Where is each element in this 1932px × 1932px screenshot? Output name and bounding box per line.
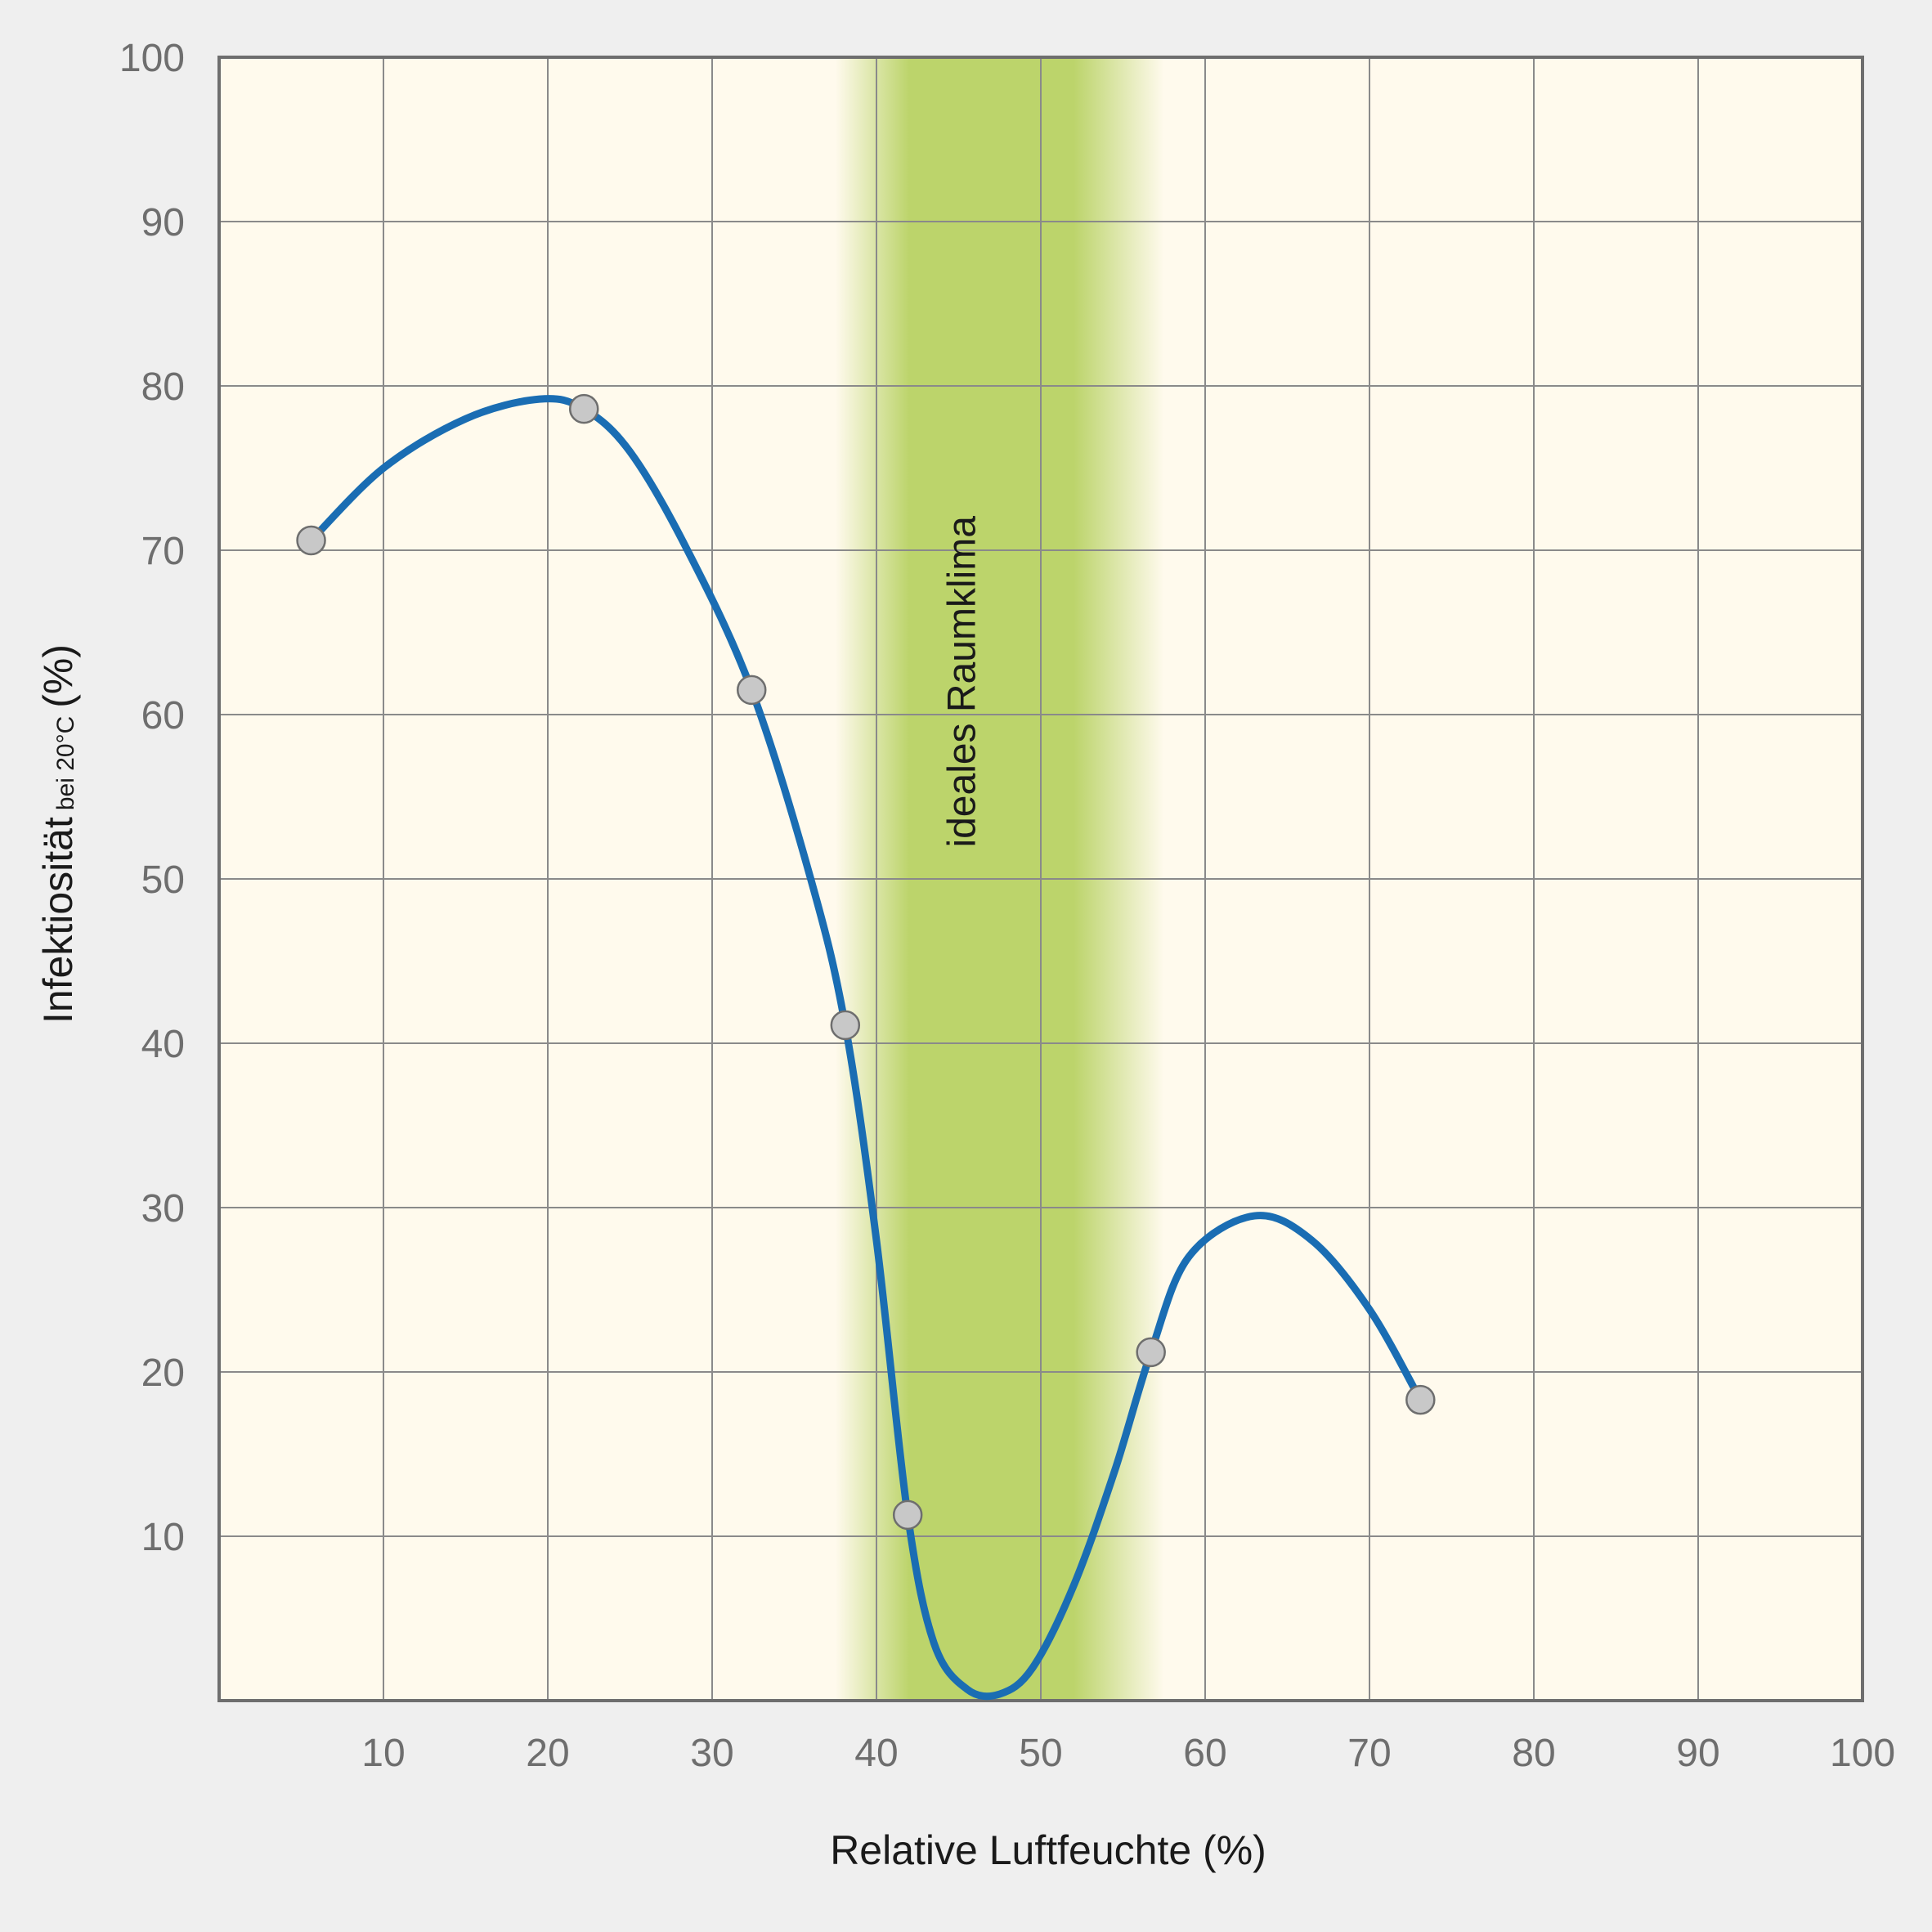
series-line (307, 395, 1424, 1701)
data-point (1136, 1337, 1166, 1368)
y-tick-label: 40 (141, 1023, 185, 1066)
y-tick-label: 50 (141, 858, 185, 902)
points-layer (296, 393, 1436, 1531)
data-point (296, 525, 326, 556)
x-tick-label: 30 (690, 1732, 733, 1775)
y-tick-label: 10 (141, 1516, 185, 1559)
x-tick-label: 50 (1019, 1732, 1062, 1775)
y-tick-labels: 10 20 30 40 50 60 70 80 90 100 (119, 37, 185, 1559)
series-layer (307, 395, 1424, 1701)
x-tick-label: 60 (1183, 1732, 1226, 1775)
data-point (892, 1499, 923, 1531)
data-point (736, 675, 767, 706)
x-axis-title: Relative Luftfeuchte (%) (830, 1827, 1266, 1873)
y-tick-label: 80 (141, 365, 185, 409)
data-point (830, 1010, 861, 1041)
data-point (568, 393, 599, 424)
y-axis-title-main: Infektiosität (35, 817, 81, 1024)
y-tick-label: 70 (141, 530, 185, 573)
x-tick-label: 40 (854, 1732, 898, 1775)
x-tick-labels: 10 20 30 40 50 60 70 80 90 100 (361, 1732, 1895, 1775)
x-tick-label: 70 (1347, 1732, 1391, 1775)
x-tick-label: 90 (1676, 1732, 1719, 1775)
y-tick-label: 90 (141, 201, 185, 244)
band-label: ideales Raumklima (941, 516, 984, 848)
y-axis-title-unit: (%) (35, 644, 81, 708)
x-tick-label: 100 (1830, 1732, 1895, 1775)
x-tick-label: 80 (1512, 1732, 1555, 1775)
y-tick-label: 20 (141, 1352, 185, 1395)
grid (219, 57, 1863, 1701)
y-axis-title-sub: bei 20°C (52, 716, 79, 810)
plot-border (217, 56, 1864, 1702)
y-tick-label: 30 (141, 1187, 185, 1230)
x-tick-label: 20 (526, 1732, 569, 1775)
y-axis-title: Infektiosität bei 20°C (%) (35, 644, 81, 1024)
y-tick-label: 100 (119, 37, 185, 80)
plot-frame (217, 56, 1864, 1702)
data-point (1405, 1384, 1436, 1415)
x-tick-label: 10 (361, 1732, 405, 1775)
y-tick-label: 60 (141, 694, 185, 737)
